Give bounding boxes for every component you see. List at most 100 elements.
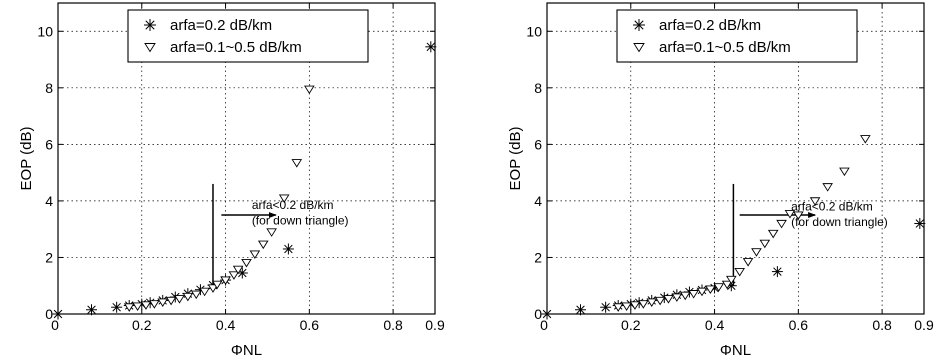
x-tick-label: 0 [540,317,548,333]
legend-box [127,9,369,63]
x-tick-label: 0.2 [621,317,641,333]
asterisk-stroke [112,302,121,312]
annotation-text: arfa<0.2 dB/km [252,198,334,212]
x-tick-label: 0.8 [872,317,892,333]
y-tick-label: 0 [534,306,542,322]
triangle-point [165,296,177,306]
triangle-point [734,267,746,277]
triangle-point [190,290,202,300]
triangle-point [776,219,787,229]
triangle-point [705,285,716,295]
asterisk-stroke [915,219,925,228]
legend: arfa=0.2 dB/km arfa=0.1~0.5 dB/km [616,9,858,63]
asterisk-point [541,308,553,320]
triangle-point [174,295,185,304]
y-axis-label: EOP (dB) [18,127,35,191]
asterisk-stroke [238,268,247,278]
asterisk-stroke [576,305,585,315]
chart-panel-2: 0 0.2 0.4 0.6 0.8 0.9 0 2 4 6 8 10 ΦNL EOP (dB) arfa<0… [507,2,934,359]
triangle-point [784,210,796,219]
triangle-point [220,276,231,285]
asterisk-stroke [87,305,96,315]
triangle-point [149,300,160,309]
series-2 [612,135,871,312]
triangle-point [822,183,833,192]
triangle-point [249,250,261,259]
legend: arfa=0.2 dB/km arfa=0.1~0.5 dB/km [127,9,369,63]
triangle-point [679,291,691,301]
triangle-point [304,85,315,95]
y-tick-label: 6 [45,136,53,152]
triangle-point [767,229,779,239]
chart-panel-1: 0 0.2 0.4 0.6 0.8 0.9 0 2 4 6 8 10 ΦNL EOP (dB) arfa<0… [18,2,445,359]
triangle-point [207,284,219,293]
asterisk-point [111,301,123,313]
triangle-point [144,43,156,53]
triangle-point [839,167,850,177]
x-tick-label: 0.6 [789,317,809,333]
triangle-point [278,194,290,203]
triangle-point [793,211,804,220]
y-tick-label: 6 [534,136,542,152]
y-tick-label: 4 [45,193,53,209]
asterisk-point [282,243,294,255]
asterisk-stroke [542,309,552,319]
x-tick-label: 0.4 [216,317,236,333]
y-tick-label: 4 [534,193,542,209]
x-tick-label: 0.8 [383,317,403,333]
legend-box [616,9,858,63]
annotation-text: arfa<0.2 dB/km [791,200,873,214]
x-axis-label: ΦNL [720,342,751,359]
triangle-point [725,275,737,285]
triangle-point [671,293,683,302]
y-tick-label: 10 [526,23,542,39]
triangle-point [199,287,210,297]
plot-frame [57,2,436,315]
triangle-point [228,271,240,280]
triangle-point [211,280,223,290]
triangle-point [654,296,666,306]
triangle-point [633,43,645,53]
y-axis-label: EOP (dB) [507,127,524,191]
triangle-point [742,258,754,267]
triangle-point [663,295,674,304]
triangle-point [721,280,733,290]
asterisk-stroke [284,244,293,254]
asterisk-point [144,19,156,31]
triangle-point [638,300,649,309]
asterisk-point [633,19,645,31]
triangle-point [241,258,252,268]
triangle-point [759,239,771,249]
triangle-point [291,159,303,168]
asterisk-point [52,308,64,320]
x-tick-label: 0.2 [132,317,152,333]
asterisk-stroke [773,267,782,276]
triangle-point [713,283,725,292]
triangle-point [751,248,762,257]
asterisk-stroke [145,20,155,30]
x-axis-label: ΦNL [231,342,262,359]
x-tick-label: 0.9 [914,317,934,333]
x-tick-label: 0.4 [705,317,725,333]
x-tick-label: 0.9 [425,317,445,333]
legend-label: arfa=0.2 dB/km [659,17,761,34]
y-tick-label: 10 [37,23,53,39]
asterisk-point [600,301,612,313]
y-tick-label: 2 [534,249,542,265]
annotation-text: (for down triangle) [252,214,349,228]
asterisk-point [425,41,437,53]
series-1 [52,41,437,320]
asterisk-stroke [727,281,736,290]
y-tick-label: 8 [534,80,542,96]
plot-frame [546,2,925,315]
asterisk-stroke [601,302,610,312]
asterisk-stroke [634,20,644,30]
asterisk-point [771,266,783,278]
y-tick-label: 0 [45,306,53,322]
triangle-point [266,228,277,237]
triangle-point [621,302,632,311]
triangle-point [123,303,135,312]
legend-label: arfa=0.1~0.5 dB/km [659,39,791,56]
triangle-point [646,298,658,308]
